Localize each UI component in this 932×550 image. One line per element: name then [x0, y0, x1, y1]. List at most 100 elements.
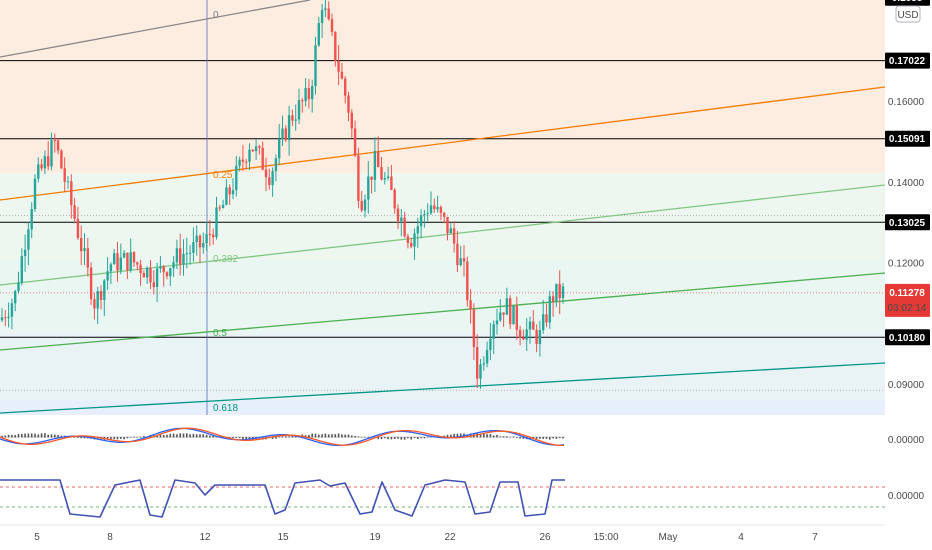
candles — [0, 0, 565, 389]
macd-histogram-bar — [24, 433, 26, 438]
candle-body — [357, 155, 360, 201]
price-tick-label: 0.12000 — [888, 259, 925, 270]
candle-body — [106, 271, 109, 281]
candle-body — [403, 217, 406, 237]
last-price-label: 0.11278 — [889, 288, 925, 299]
macd-histogram-bar — [519, 437, 521, 439]
macd-histogram-bar — [139, 436, 142, 438]
candle-body — [535, 329, 538, 345]
macd-histogram-bar — [106, 437, 109, 440]
candle-body — [522, 337, 525, 340]
candle-body — [476, 347, 479, 379]
candle-body — [317, 23, 320, 46]
price-axis[interactable]: 0.16000 0.14000 0.12000 0.09000 0.1858 0.1702… — [885, 0, 932, 550]
macd-histogram-bar — [245, 437, 247, 440]
macd-histogram-bar — [499, 436, 502, 438]
macd-histogram-bar — [54, 434, 56, 438]
time-tick-label: 19 — [369, 532, 381, 543]
macd-histogram-bar — [516, 437, 518, 438]
candle-body — [17, 282, 20, 292]
macd-histogram-bar — [202, 434, 205, 438]
macd-pane — [0, 427, 565, 447]
fib-label: 0.5 — [213, 328, 227, 339]
macd-histogram-bar — [446, 434, 449, 438]
price-level-tag — [885, 52, 930, 69]
candle-body — [456, 243, 459, 266]
macd-histogram-bar — [552, 437, 554, 439]
macd-histogram-bar — [113, 437, 115, 440]
candle-body — [367, 176, 370, 200]
candle-body — [205, 234, 208, 243]
macd-line — [0, 427, 565, 447]
candle-body — [30, 209, 33, 230]
candle-body — [142, 273, 146, 278]
candle-body — [311, 85, 314, 100]
candle-body — [212, 234, 215, 238]
candle-body — [439, 207, 443, 213]
candle-body — [561, 286, 565, 299]
candle-body — [20, 256, 23, 283]
candle-body — [245, 161, 248, 163]
macd-histogram-bar — [232, 437, 234, 439]
candle-body — [109, 264, 113, 272]
candle-body — [10, 303, 14, 317]
macd-histogram-bar — [110, 437, 112, 440]
macd-histogram-bar — [502, 436, 505, 438]
candle-body — [93, 299, 96, 309]
macd-histogram-bar — [116, 437, 119, 440]
candle-body — [0, 317, 4, 321]
time-tick-label: 5 — [34, 532, 40, 543]
macd-histogram-bar — [413, 437, 416, 439]
candle-body — [146, 267, 149, 278]
candle-body — [192, 242, 195, 253]
candle-body — [347, 95, 350, 113]
macd-histogram-bar — [522, 437, 525, 439]
candle-body — [119, 257, 122, 271]
candle-body — [538, 330, 542, 345]
candle-body — [14, 291, 17, 304]
fib-labels: 0 0.25 0.382 0.5 0.618 — [213, 10, 238, 414]
currency-badge[interactable]: USD — [895, 5, 921, 23]
time-tick-label: 7 — [812, 532, 818, 543]
macd-histogram-bar — [390, 437, 393, 440]
candle-body — [47, 156, 50, 167]
macd-histogram-bar — [209, 435, 211, 438]
candle-body — [225, 187, 228, 205]
macd-histogram-bar — [311, 433, 313, 438]
macd-histogram-bar — [37, 434, 40, 438]
macd-histogram-bar — [357, 436, 360, 438]
candle-body — [218, 207, 221, 209]
candle-body — [37, 164, 40, 179]
candle-body — [235, 165, 238, 191]
candle-body — [122, 252, 126, 258]
candle-body — [291, 115, 294, 121]
time-axis[interactable]: 5 8 12 15 19 22 26 15:00 May 4 7 — [0, 524, 885, 543]
candle-body — [542, 314, 545, 331]
time-tick-label: 8 — [107, 532, 113, 543]
candle-body — [340, 71, 344, 79]
macd-histogram-bar — [186, 433, 188, 438]
candle-body — [129, 252, 132, 271]
candle-body — [423, 214, 426, 216]
candle-body — [452, 228, 456, 244]
macd-histogram-bar — [182, 433, 185, 438]
candle-body — [509, 298, 512, 325]
candle-body — [304, 88, 307, 102]
candle-body — [80, 237, 83, 252]
macd-histogram-bar — [285, 436, 287, 438]
macd-histogram-bar — [34, 433, 36, 438]
macd-histogram-bar — [496, 434, 498, 438]
macd-histogram-bar — [423, 437, 426, 439]
candle-body — [185, 253, 188, 255]
candle-body — [294, 119, 297, 121]
candle-body — [466, 261, 469, 301]
candle-body — [469, 300, 472, 310]
macd-histogram-bar — [549, 437, 551, 440]
price-level-label: 0.10180 — [889, 333, 926, 344]
channel-line — [0, 362, 885, 414]
candle-body — [271, 171, 274, 186]
price-level-tag — [885, 130, 930, 147]
time-tick-label: 26 — [539, 532, 551, 543]
macd-histogram-bar — [248, 437, 251, 439]
